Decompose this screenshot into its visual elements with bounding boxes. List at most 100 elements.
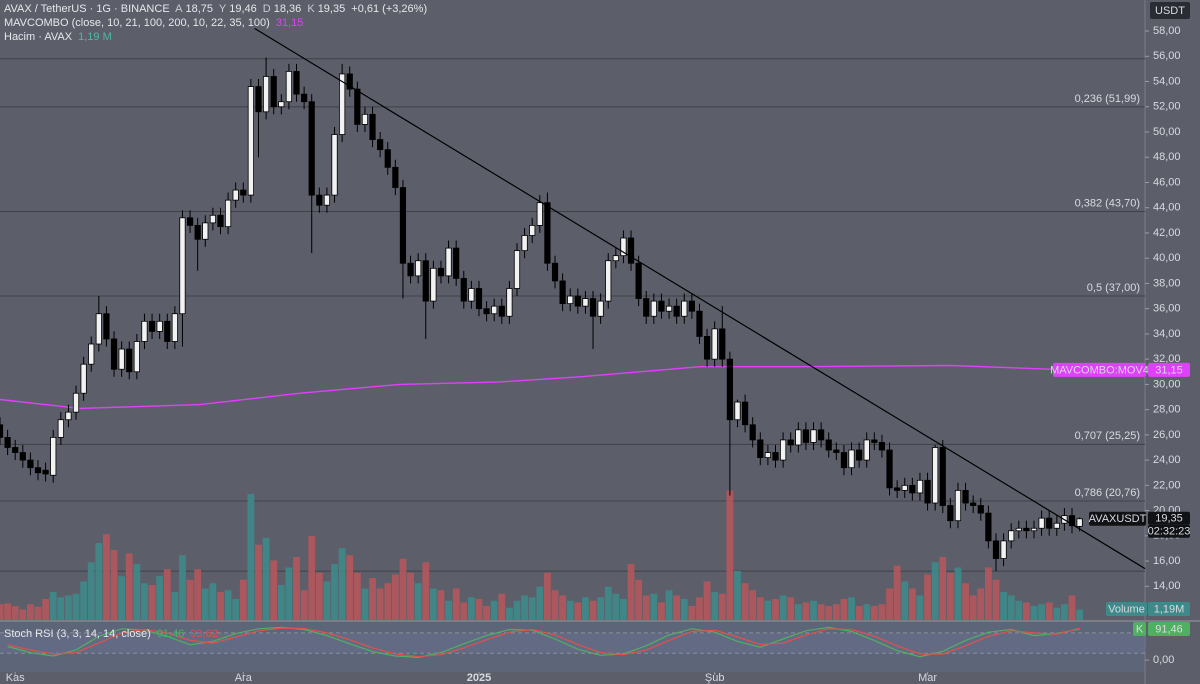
volume-bar bbox=[946, 572, 954, 620]
candle-body bbox=[559, 280, 566, 305]
volume-bar bbox=[711, 592, 719, 620]
volume-bar bbox=[1061, 604, 1068, 620]
candle bbox=[126, 341, 133, 380]
candle-body bbox=[840, 452, 848, 469]
candle-body bbox=[392, 166, 399, 188]
candle-body bbox=[605, 260, 612, 302]
candle-body bbox=[217, 214, 224, 228]
candle-body bbox=[407, 262, 414, 277]
volume-bar bbox=[825, 606, 833, 620]
candle bbox=[301, 86, 308, 110]
volume-bar bbox=[391, 574, 399, 620]
candle-body bbox=[780, 439, 787, 461]
volume-bar bbox=[414, 583, 422, 620]
candle bbox=[643, 291, 650, 324]
candle bbox=[148, 313, 156, 339]
candle bbox=[278, 94, 285, 115]
candle-body bbox=[894, 487, 901, 491]
candle bbox=[361, 106, 369, 133]
candle-body bbox=[650, 300, 657, 317]
candle bbox=[323, 187, 331, 213]
candle bbox=[856, 442, 863, 468]
candle bbox=[384, 142, 391, 175]
volume-bar bbox=[566, 600, 574, 620]
candle bbox=[19, 444, 26, 468]
volume-bar bbox=[635, 579, 643, 620]
candle bbox=[977, 497, 984, 521]
candle-body bbox=[308, 101, 315, 196]
volume-bar bbox=[1038, 604, 1046, 620]
candle bbox=[1023, 520, 1030, 539]
candle-body bbox=[833, 449, 840, 453]
volume-bar bbox=[429, 588, 437, 620]
candle-body bbox=[263, 76, 270, 113]
volume-bar bbox=[19, 609, 27, 620]
candle-body bbox=[932, 447, 939, 504]
y-tick-label: 16,00 bbox=[1153, 555, 1181, 567]
mav-tag-box bbox=[1053, 362, 1146, 377]
candle bbox=[627, 230, 635, 271]
volume-bar bbox=[460, 602, 468, 620]
volume-bar bbox=[300, 590, 308, 620]
candle bbox=[818, 422, 825, 448]
volume-bar bbox=[110, 550, 118, 620]
volume-bar bbox=[80, 581, 88, 620]
candle bbox=[247, 78, 254, 203]
candle-body bbox=[224, 199, 232, 228]
volume-bar bbox=[650, 593, 658, 620]
volume-bar bbox=[217, 592, 224, 620]
volume-bar bbox=[148, 585, 156, 620]
candle-body bbox=[437, 267, 445, 277]
candle-body bbox=[764, 452, 771, 458]
candle-body bbox=[19, 452, 26, 461]
level-label: 0,5 (37,00) bbox=[1087, 282, 1140, 294]
volume-bar bbox=[658, 602, 665, 620]
volume-bar bbox=[293, 557, 300, 620]
volume-bar bbox=[27, 604, 34, 620]
volume-bar bbox=[505, 607, 513, 620]
candle-body bbox=[1068, 515, 1076, 527]
volume-bar bbox=[665, 590, 673, 620]
stoch-y-tick-label: 0,00 bbox=[1153, 654, 1174, 666]
candle-body bbox=[110, 338, 118, 370]
candle bbox=[939, 439, 946, 514]
candle bbox=[186, 210, 194, 233]
volume-bar bbox=[1007, 595, 1015, 620]
volume-bar bbox=[756, 597, 764, 620]
volume-bar bbox=[399, 558, 407, 620]
stoch-line bbox=[7, 626, 1080, 659]
candle-body bbox=[278, 101, 285, 108]
mav-title: MAVCOMBO (close, 10, 21, 100, 200, 10, 2… bbox=[4, 17, 270, 29]
header-mav-row: MAVCOMBO (close, 10, 21, 100, 200, 10, 2… bbox=[4, 17, 306, 29]
volume-tag-box bbox=[1106, 602, 1147, 616]
volume-bar bbox=[163, 569, 171, 620]
candle-body bbox=[141, 320, 148, 342]
candle-body bbox=[574, 295, 581, 307]
volume-bar bbox=[863, 604, 871, 620]
candle bbox=[795, 422, 802, 453]
candle bbox=[863, 432, 870, 468]
volume-bar bbox=[194, 569, 202, 620]
candle-body bbox=[475, 288, 483, 310]
candle bbox=[316, 187, 323, 213]
candle bbox=[521, 227, 528, 259]
candle-body bbox=[240, 189, 247, 196]
candle bbox=[171, 306, 178, 350]
candle bbox=[65, 404, 72, 428]
volume-bar bbox=[893, 565, 901, 620]
candle bbox=[650, 293, 657, 324]
mav-line bbox=[0, 364, 1071, 410]
candle bbox=[1015, 520, 1022, 539]
candle bbox=[574, 288, 581, 314]
ohlc-value: 19,35 bbox=[317, 3, 346, 15]
candle bbox=[72, 385, 80, 420]
volume-value-tag: 1,19M bbox=[1154, 603, 1185, 615]
candle bbox=[703, 328, 711, 367]
candle-body bbox=[681, 300, 688, 317]
candle-body bbox=[1000, 540, 1007, 559]
volume-bar bbox=[992, 579, 1000, 620]
candle bbox=[673, 298, 680, 324]
candle bbox=[802, 422, 810, 451]
volume-bar bbox=[977, 588, 985, 620]
volume-bar bbox=[247, 494, 255, 620]
